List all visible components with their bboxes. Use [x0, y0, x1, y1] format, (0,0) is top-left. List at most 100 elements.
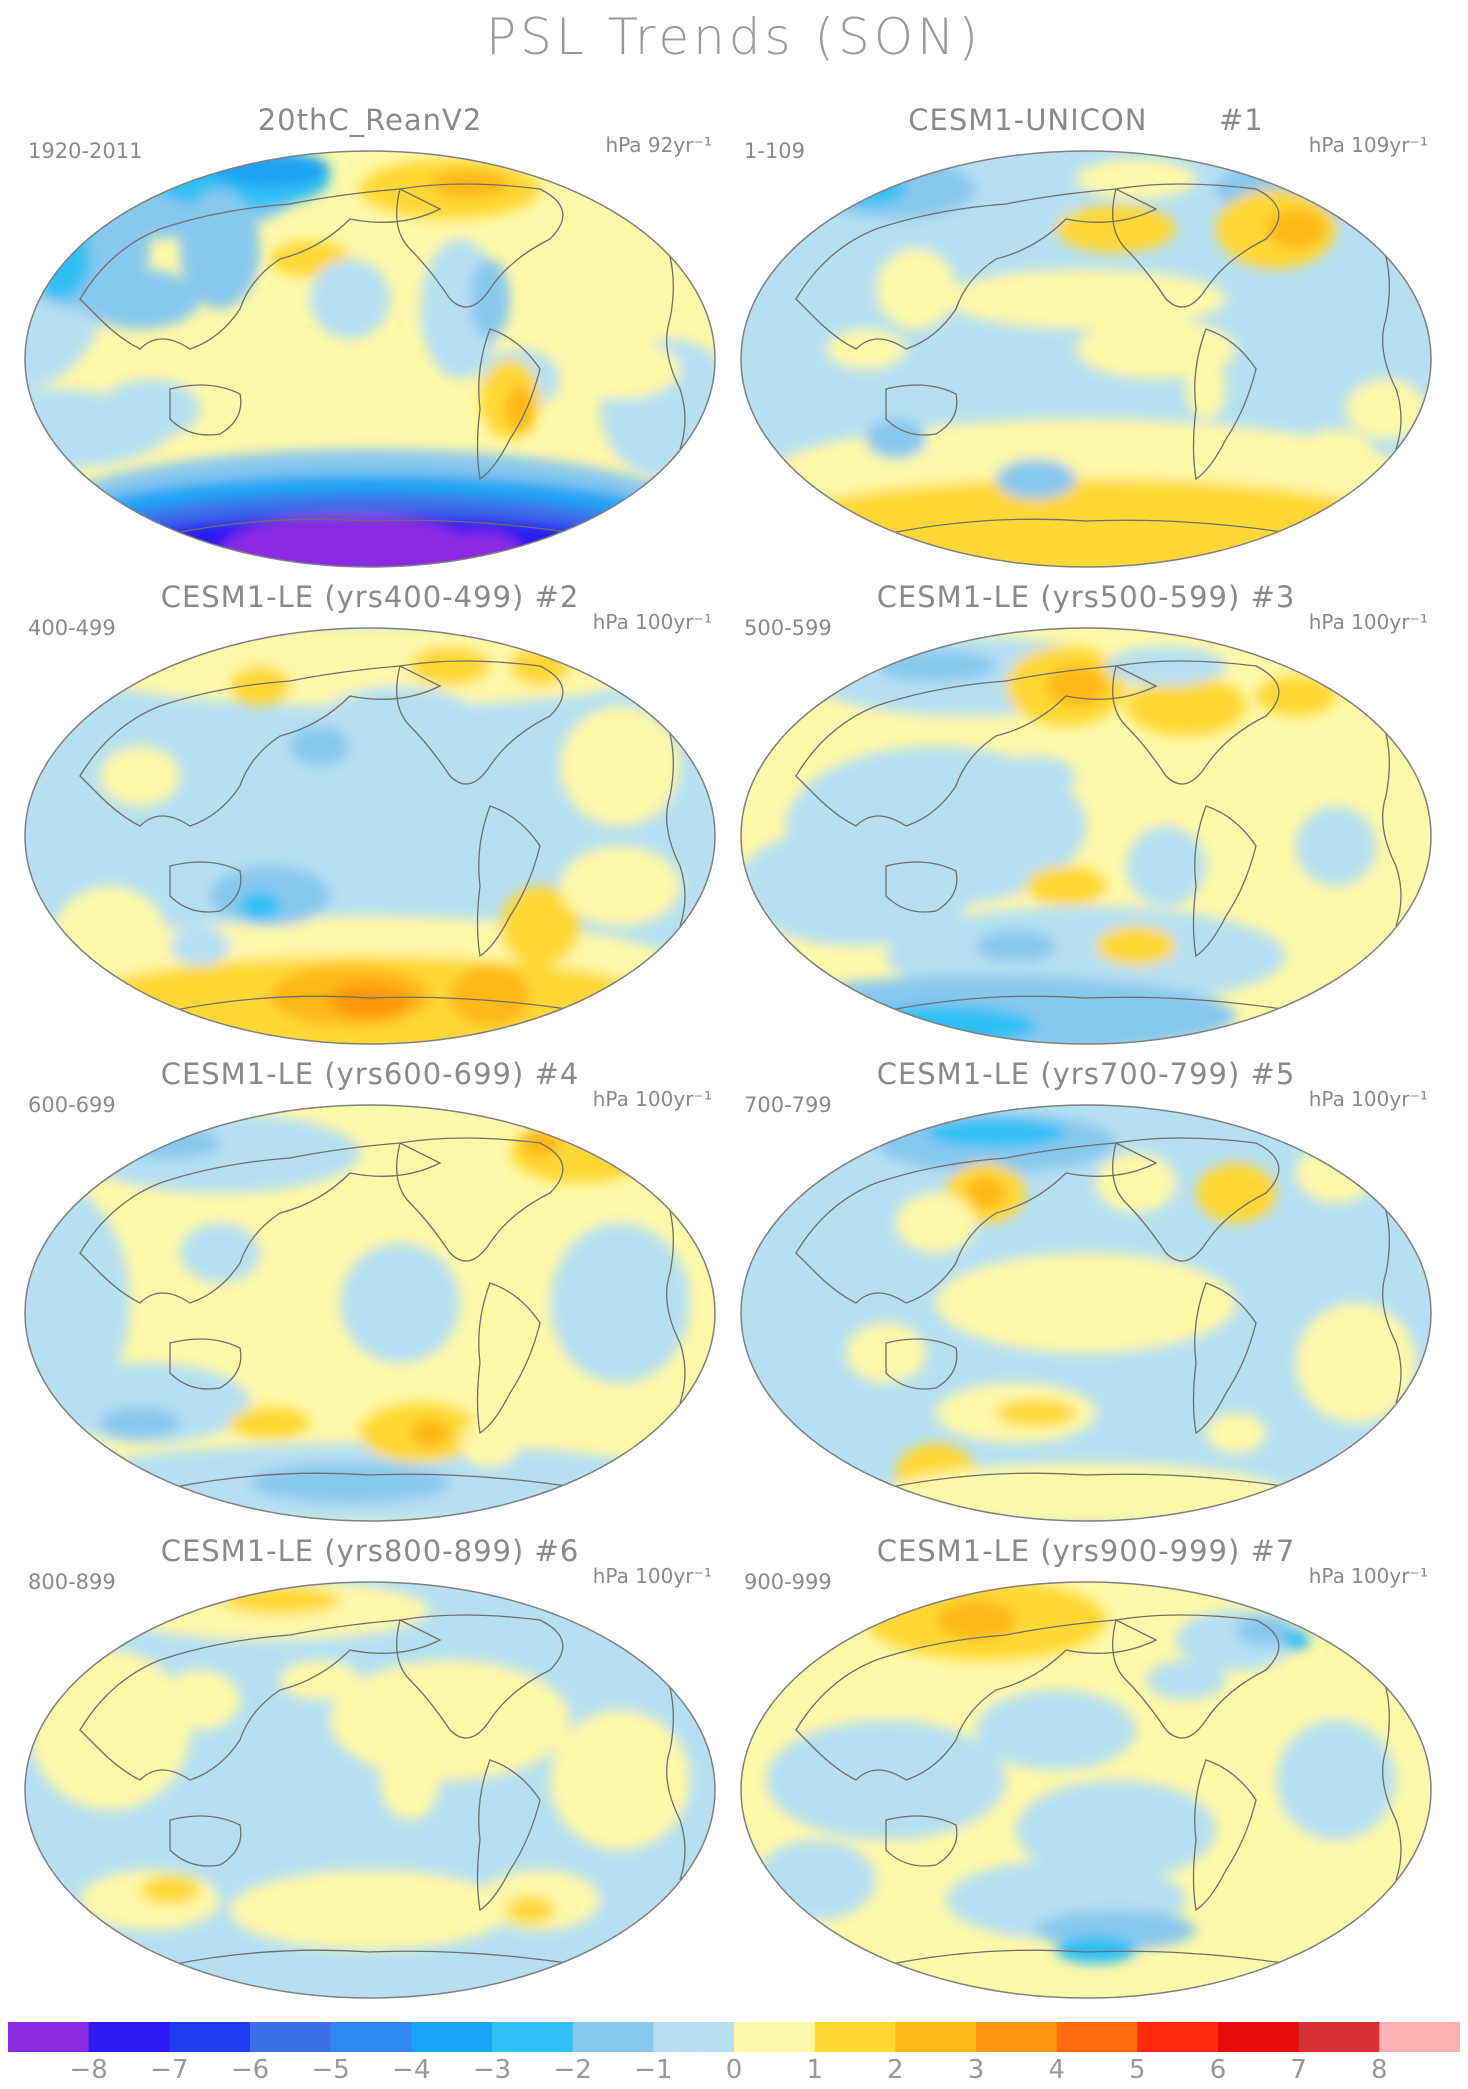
panel-title: CESM1-LE (yrs600-699) #4	[160, 1057, 580, 1091]
colorbar-swatch	[330, 2022, 412, 2052]
coastline	[1112, 183, 1280, 308]
coastline	[659, 705, 686, 927]
coastline	[169, 1472, 581, 1489]
trend-contour-region	[1206, 1413, 1266, 1453]
trend-contour-region	[250, 1463, 450, 1503]
trend-map	[24, 150, 716, 568]
panel-title: CESM1-LE (yrs500-599) #3	[876, 580, 1296, 614]
trend-contour-region	[100, 746, 180, 806]
map-border	[24, 150, 716, 568]
colorbar-tick-label: 4	[1048, 2055, 1065, 2085]
panel-title: CESM1-LE (yrs800-899) #6	[160, 1534, 580, 1568]
panel-units: hPa 100yr⁻¹	[1308, 1087, 1428, 1111]
trend-contour-region	[25, 1183, 130, 1423]
trend-map	[24, 1104, 716, 1522]
trend-contour-region	[1046, 666, 1106, 706]
colorbar-swatch	[1298, 2022, 1380, 2052]
panel-year-range: 1920-2011	[28, 139, 143, 163]
trend-contour-region	[1056, 1936, 1136, 1964]
trend-contour-region	[826, 329, 906, 369]
panel-year-range: 400-499	[28, 616, 116, 640]
panel-units: hPa 100yr⁻¹	[592, 1087, 712, 1111]
colorbar-swatch	[653, 2022, 735, 2052]
trend-contour-region	[1126, 676, 1246, 736]
trend-contour-region	[506, 1896, 554, 1924]
coastline	[79, 188, 442, 350]
colorbar-tick-label: −5	[311, 2055, 350, 2085]
trend-contour-region	[170, 926, 230, 966]
map-panel: CESM1-UNICON #1 1-109 hPa 109yr⁻¹	[736, 103, 1436, 578]
trend-contour-region	[100, 1407, 180, 1439]
map-panel: CESM1-LE (yrs600-699) #4 600-699 hPa 100yr…	[20, 1057, 720, 1532]
trend-contour-region	[590, 1660, 650, 1700]
coastline	[396, 1137, 564, 1262]
trend-contour-region	[550, 1710, 690, 1850]
coastline	[169, 1338, 242, 1390]
map-border	[740, 150, 1432, 568]
coastline	[1192, 328, 1257, 481]
trend-contour-region	[560, 339, 680, 399]
trend-contour-region	[1266, 209, 1326, 249]
trend-contour-region	[1346, 379, 1426, 439]
trend-contour-region	[996, 756, 1076, 796]
colorbar-swatch	[814, 2022, 896, 2052]
coastlines	[795, 660, 1402, 1012]
coastline	[1112, 1137, 1280, 1262]
coastline	[795, 188, 1158, 350]
coastline	[795, 1619, 1158, 1781]
panel-year-range: 800-899	[28, 1570, 116, 1594]
trend-contour-region	[80, 269, 200, 329]
coastline	[1192, 1282, 1257, 1435]
coastline	[659, 1182, 686, 1404]
trend-contour-region	[410, 1419, 450, 1447]
trend-map	[740, 1581, 1432, 1999]
colorbar-swatch	[1056, 2022, 1138, 2052]
panel-year-range: 500-599	[744, 616, 832, 640]
colorbar-tick-label: 7	[1290, 2055, 1307, 2085]
trend-contour-region	[30, 1650, 190, 1810]
trend-contour-region	[30, 219, 90, 299]
trend-contour-region	[230, 1407, 310, 1439]
trend-contour-region	[220, 514, 480, 567]
coastline	[476, 1282, 541, 1435]
colorbar-swatch	[976, 2022, 1058, 2052]
coastline	[1375, 1659, 1402, 1881]
colorbar-tick-label: −4	[392, 2055, 431, 2085]
trend-contour-region	[330, 983, 410, 1019]
coastline	[476, 805, 541, 958]
trend-contour-region	[876, 249, 956, 329]
map-panel: CESM1-LE (yrs900-999) #7 900-999 hPa 100yr…	[736, 1534, 1436, 2009]
trend-contour-region	[836, 1006, 1036, 1044]
trend-contour-region	[1186, 359, 1226, 419]
trend-contour-region	[460, 1419, 520, 1467]
coastlines	[79, 1614, 686, 1966]
trend-contour-region	[1076, 159, 1196, 199]
colorbar-labels: −8 −7 −6 −5 −4 −3 −2 −1 0 1 2 3 4 5 6 7 8	[8, 2055, 1460, 2089]
coastlines	[795, 1137, 1402, 1489]
colorbar-tick-label: 1	[806, 2055, 823, 2085]
colorbar-swatch	[734, 2022, 816, 2052]
trend-contour-region	[220, 1586, 340, 1614]
colorbar-tick-label: 6	[1209, 2055, 1227, 2085]
trend-contour-region	[160, 1670, 240, 1730]
trend-contour-region	[766, 1720, 1006, 1840]
colorbar-swatch	[250, 2022, 332, 2052]
coastline	[885, 1472, 1297, 1489]
trend-contour-region	[1126, 826, 1206, 906]
figure-title: PSL Trends (SON)	[486, 8, 982, 66]
coastline	[1192, 1759, 1257, 1912]
colorbar-swatch	[572, 2022, 654, 2052]
trend-contour-region	[140, 1876, 200, 1904]
trend-contour-region	[290, 726, 350, 766]
coastline	[659, 228, 686, 450]
colorbar-tick-label: 3	[967, 2055, 985, 2085]
trend-contour-region	[1282, 1630, 1310, 1650]
colorbar-tick-label: 2	[887, 2055, 904, 2085]
trend-contour-region	[470, 259, 510, 339]
trend-contour-region	[280, 1660, 360, 1700]
trend-contour-region	[1296, 429, 1376, 489]
trend-contour-region	[866, 419, 926, 459]
panel-units: hPa 109yr⁻¹	[1308, 133, 1428, 157]
coastlines	[79, 183, 686, 535]
colorbar-tick-label: −3	[472, 2055, 512, 2085]
